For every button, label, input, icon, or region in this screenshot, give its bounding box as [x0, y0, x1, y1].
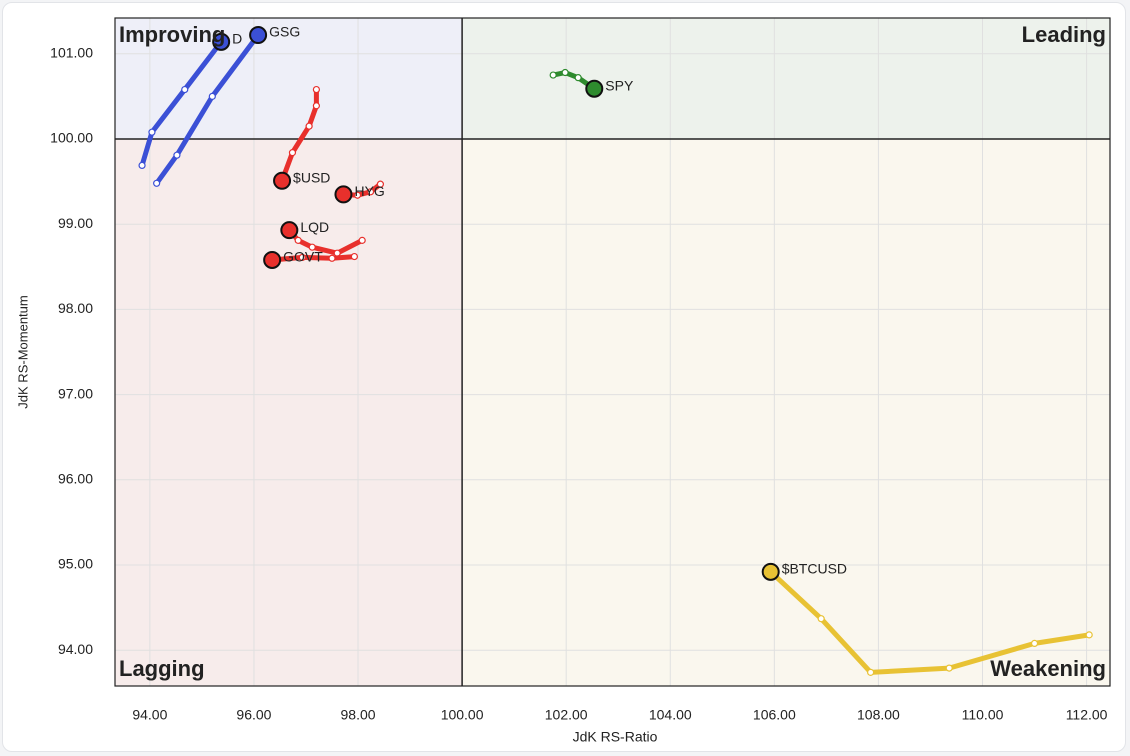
- x-tick-label: 98.00: [341, 707, 376, 723]
- trail-point: [312, 85, 320, 94]
- trail-point: [366, 188, 375, 196]
- x-tick-label: 100.00: [441, 707, 484, 723]
- trail-point: [328, 254, 336, 262]
- trail: [550, 70, 597, 92]
- x-tick-label: 112.00: [1066, 707, 1108, 723]
- quadrant: [115, 138, 463, 686]
- head-point: [280, 221, 299, 240]
- x-tick-label: 94.00: [132, 707, 167, 723]
- y-tick-label: 96.00: [58, 471, 93, 487]
- x-tick-label: 104.00: [649, 707, 692, 723]
- quadrant: [115, 18, 463, 139]
- series-label: GSG: [269, 24, 300, 40]
- series-label: HYG: [354, 183, 384, 199]
- trail: [139, 39, 224, 168]
- trail: [154, 32, 261, 186]
- y-tick-label: 99.00: [58, 215, 93, 231]
- trail: [768, 569, 1092, 675]
- y-axis-title: JdK RS-Momentum: [15, 295, 30, 408]
- trail-point: [173, 151, 181, 159]
- trail-point: [945, 664, 953, 672]
- x-tick-label: 106.00: [753, 707, 796, 723]
- head-point: [334, 185, 353, 204]
- quadrant-label: Leading: [1022, 22, 1106, 47]
- trail-point: [308, 243, 316, 251]
- ref-layer: [114, 17, 1111, 687]
- trail-point: [208, 92, 216, 100]
- trail-point: [181, 85, 189, 94]
- y-tick-label: 94.00: [58, 641, 93, 657]
- quadrant: [462, 18, 1111, 139]
- trail-point: [867, 668, 875, 676]
- data-layer: [138, 26, 1093, 676]
- y-tick-label: 101.00: [50, 44, 93, 60]
- series-label: LQD: [300, 219, 329, 235]
- quadrant-label: Improving: [119, 22, 225, 47]
- head-point: [273, 171, 292, 190]
- trail-point: [298, 253, 306, 262]
- head-point: [585, 79, 604, 98]
- trail-point: [549, 71, 557, 79]
- quadrant-label: Weakening: [990, 656, 1106, 681]
- trail-point: [153, 179, 161, 187]
- x-tick-label: 108.00: [857, 707, 900, 723]
- trail-point: [376, 180, 385, 188]
- x-tick-label: 96.00: [236, 707, 271, 723]
- y-tick-label: 100.00: [50, 130, 93, 146]
- x-tick-label: 102.00: [545, 707, 588, 723]
- trail: [269, 254, 357, 263]
- series-label: $BTCUSD: [782, 561, 847, 577]
- quadrant-label: Lagging: [119, 656, 205, 681]
- y-tick-label: 95.00: [58, 556, 93, 572]
- series-label: SPY: [605, 77, 634, 93]
- trail-point: [288, 149, 297, 157]
- bg-layer: [115, 18, 1111, 686]
- trail-point: [353, 191, 362, 199]
- trail-point: [138, 161, 146, 170]
- plot-frame: [114, 17, 1111, 687]
- series-label: D: [232, 31, 242, 47]
- trail-point: [561, 68, 569, 77]
- trail-point: [305, 122, 313, 130]
- trail-point: [574, 74, 582, 82]
- head-point: [249, 26, 268, 45]
- trail-point: [358, 236, 366, 244]
- quadrant: [462, 138, 1111, 686]
- trail-point: [294, 236, 302, 244]
- trail-point: [350, 252, 358, 261]
- y-tick-label: 97.00: [58, 385, 93, 401]
- x-axis-title: JdK RS-Ratio: [573, 729, 658, 745]
- series-label: $USD: [293, 169, 330, 185]
- head-point: [212, 32, 231, 51]
- trail-point: [1085, 631, 1093, 639]
- trail-point: [1030, 639, 1039, 647]
- y-tick-label: 98.00: [58, 300, 93, 316]
- series-label: GOVT: [283, 249, 323, 265]
- labels-layer: Improving Leading Lagging Weakening 94.00 96.…: [50, 22, 1108, 723]
- head-point: [761, 562, 780, 581]
- trail-point: [148, 128, 156, 136]
- trail-point: [312, 102, 320, 110]
- trail-point: [817, 615, 825, 623]
- head-point: [263, 250, 282, 269]
- x-tick-label: 110.00: [962, 707, 1004, 723]
